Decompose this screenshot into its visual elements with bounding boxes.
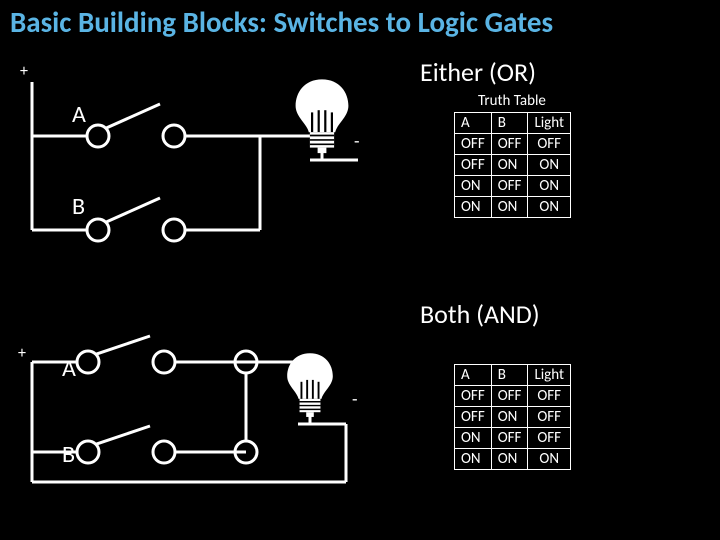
col-header: A xyxy=(455,113,492,134)
cell: ON xyxy=(491,197,528,218)
table-row: OFFONOFF xyxy=(455,407,571,428)
cell: ON xyxy=(491,407,528,428)
and-circuit-diagram xyxy=(10,332,420,532)
cell: ON xyxy=(528,449,571,470)
table-row: OFFOFFOFF xyxy=(455,386,571,407)
cell: ON xyxy=(455,428,492,449)
cell: ON xyxy=(528,155,571,176)
col-header: B xyxy=(491,365,528,386)
cell: OFF xyxy=(491,386,528,407)
and-heading: Both (AND) xyxy=(420,298,540,330)
cell: OFF xyxy=(528,428,571,449)
cell: OFF xyxy=(528,134,571,155)
cell: ON xyxy=(528,176,571,197)
table-row: ONONON xyxy=(455,197,571,218)
cell: OFF xyxy=(455,134,492,155)
col-header: Light xyxy=(528,365,571,386)
table-row: OFFOFFOFF xyxy=(455,134,571,155)
cell: ON xyxy=(455,197,492,218)
col-header: A xyxy=(455,365,492,386)
or-truth-table: ABLightOFFOFFOFFOFFONONONOFFONONONON xyxy=(454,112,571,218)
cell: OFF xyxy=(491,176,528,197)
cell: ON xyxy=(455,449,492,470)
cell: OFF xyxy=(455,155,492,176)
or-heading: Either (OR) xyxy=(420,56,536,88)
cell: OFF xyxy=(491,428,528,449)
cell: ON xyxy=(491,449,528,470)
cell: OFF xyxy=(528,407,571,428)
col-header: Light xyxy=(528,113,571,134)
table-row: ONONON xyxy=(455,449,571,470)
cell: OFF xyxy=(455,386,492,407)
table-row: ONOFFOFF xyxy=(455,428,571,449)
table-row: OFFONON xyxy=(455,155,571,176)
col-header: B xyxy=(491,113,528,134)
page-title: Basic Building Blocks: Switches to Logic… xyxy=(10,4,710,40)
table-row: ONOFFON xyxy=(455,176,571,197)
cell: ON xyxy=(455,176,492,197)
cell: ON xyxy=(528,197,571,218)
and-truth-table: ABLightOFFOFFOFFOFFONOFFONOFFOFFONONON xyxy=(454,364,571,470)
or-circuit-diagram xyxy=(10,60,420,290)
truth-table-label: Truth Table xyxy=(478,92,546,110)
cell: OFF xyxy=(491,134,528,155)
cell: ON xyxy=(491,155,528,176)
cell: OFF xyxy=(528,386,571,407)
cell: OFF xyxy=(455,407,492,428)
